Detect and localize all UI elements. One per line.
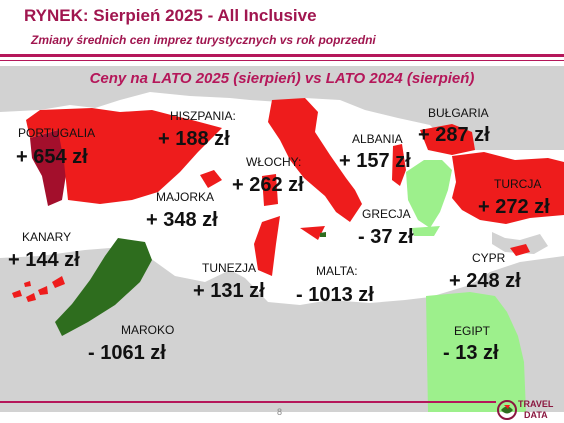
country-albania (392, 144, 406, 186)
label-albania: ALBANIA (352, 132, 403, 146)
label-tunezja: TUNEZJA (202, 261, 256, 275)
globe-icon (497, 400, 517, 420)
label-wlochy: WŁOCHY: (246, 155, 302, 169)
label-hiszpania: HISZPANIA: (170, 109, 236, 123)
country-maroko (55, 238, 152, 336)
slide-subtitle: Zmiany średnich cen imprez turystycznych… (31, 33, 376, 47)
value-majorka: + 348 zł (146, 209, 218, 231)
label-grecja: GRECJA (362, 207, 411, 221)
value-egipt: - 13 zł (443, 342, 499, 364)
label-kanary: KANARY (22, 230, 72, 244)
label-bulgaria: BUŁGARIA (428, 106, 489, 120)
value-cypr: + 248 zł (449, 270, 521, 292)
value-turcja: + 272 zł (478, 196, 550, 218)
map-title: Ceny na LATO 2025 (sierpień) vs LATO 202… (89, 70, 475, 87)
map (0, 66, 564, 412)
logo-line2: DATA (524, 410, 548, 420)
label-portugalia: PORTUGALIA (18, 126, 96, 140)
background-land (0, 66, 564, 412)
island-kreta (412, 226, 440, 236)
header-rule-thin (0, 60, 564, 61)
label-maroko: MAROKO (121, 323, 175, 337)
value-albania: + 157 zł (339, 150, 411, 172)
value-malta: - 1013 zł (296, 284, 374, 306)
value-portugalia: + 654 zł (16, 146, 88, 168)
value-grecja: - 37 zł (358, 226, 414, 248)
slide-title: RYNEK: Sierpień 2025 - All Inclusive (24, 6, 317, 25)
country-bulgaria (420, 124, 475, 155)
country-turcja (452, 152, 564, 224)
label-turcja: TURCJA (494, 177, 542, 191)
label-malta: MALTA: (316, 264, 358, 278)
islands-kanary (12, 276, 65, 302)
country-hiszpania (26, 108, 222, 204)
label-majorka: MAJORKA (156, 190, 215, 204)
value-wlochy: + 262 zł (232, 174, 304, 196)
country-grecja (406, 160, 452, 228)
island-sycylia (300, 226, 325, 240)
value-kanary: + 144 zł (8, 249, 80, 271)
island-majorka (200, 170, 222, 188)
value-bulgaria: + 287 zł (418, 124, 490, 146)
country-cypr (510, 244, 530, 256)
country-egipt (426, 292, 526, 412)
label-egipt: EGIPT (454, 324, 491, 338)
travel-data-logo: TRAVEL DATA (496, 399, 562, 421)
label-cypr: CYPR (472, 251, 506, 265)
island-malta (320, 232, 326, 237)
page-number: 8 (277, 407, 283, 417)
logo-line1: TRAVEL (518, 399, 554, 409)
footer-rule (0, 401, 496, 403)
header-rule-thick (0, 54, 564, 57)
country-wlochy (268, 98, 362, 222)
value-maroko: - 1061 zł (88, 342, 166, 364)
country-tunezja (254, 216, 280, 276)
country-portugalia (30, 130, 68, 206)
value-hiszpania: + 188 zł (158, 128, 230, 150)
island-sardynia (262, 174, 278, 206)
value-tunezja: + 131 zł (193, 280, 265, 302)
